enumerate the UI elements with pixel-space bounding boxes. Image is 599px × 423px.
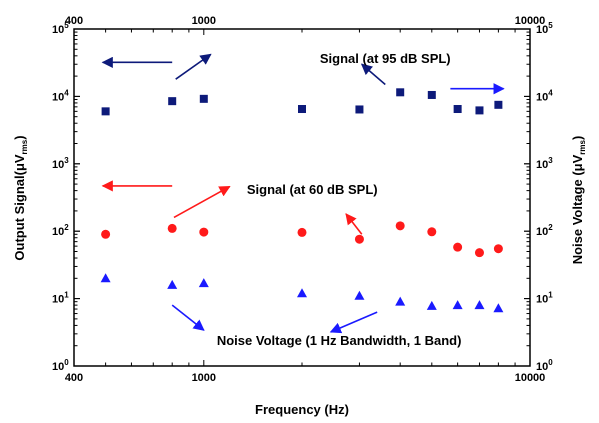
data-point-square [475, 106, 484, 115]
y-tick-label-right: 100 [536, 358, 553, 373]
x-axis-label: Frequency (Hz) [255, 402, 349, 417]
data-point-circle [297, 227, 307, 237]
data-point-square [101, 107, 110, 116]
annotation-arrow [175, 53, 212, 80]
y-axis-label-left: Output Signal(μVrms) [12, 135, 29, 260]
data-point-triangle [452, 300, 463, 310]
data-point-triangle [354, 290, 365, 300]
data-point-square [396, 88, 405, 97]
data-point-triangle [474, 300, 485, 310]
annotation-arrow [329, 311, 378, 334]
annotation-label: Noise Voltage (1 Hz Bandwidth, 1 Band) [217, 333, 462, 348]
y-tick-label-left: 100 [52, 358, 69, 373]
data-point-triangle [198, 278, 209, 288]
data-point-square [298, 105, 306, 114]
data-point-triangle [100, 273, 111, 283]
x-tick-label-bottom: 400 [65, 372, 83, 384]
data-point-triangle [297, 288, 307, 298]
data-point-circle [493, 244, 503, 254]
annotation-arrows [101, 53, 505, 334]
data-point-triangle [167, 279, 178, 289]
data-point-square [168, 97, 177, 106]
x-tick-label-top: 10000 [515, 15, 546, 27]
data-point-square [199, 94, 208, 103]
data-point-circle [453, 242, 463, 252]
data-point-circle [167, 223, 177, 233]
annotation-arrow [360, 63, 386, 86]
y-tick-label-right: 103 [536, 156, 553, 171]
annotation-arrow [173, 185, 231, 219]
data-point-circle [101, 229, 111, 239]
annotation-label: Signal (at 60 dB SPL) [247, 182, 378, 197]
x-tick-label-bottom: 1000 [192, 372, 216, 384]
data-point-triangle [395, 296, 406, 306]
data-point-square [427, 90, 436, 99]
data-point-circle [427, 227, 437, 237]
y-tick-label-right: 104 [536, 88, 553, 103]
data-point-triangle [493, 303, 504, 313]
data-point-circle [474, 248, 484, 258]
y-tick-label-left: 103 [52, 156, 69, 171]
y-tick-label-left: 105 [52, 21, 69, 36]
annotation-arrow [345, 213, 363, 235]
x-tick-label-top: 1000 [192, 15, 216, 27]
y-tick-label-left: 104 [52, 88, 69, 103]
data-point-square [355, 105, 364, 114]
data-point-square [453, 105, 462, 114]
y-axis-label-right: Noise Voltage (μVrms) [570, 136, 587, 265]
annotations: Signal (at 95 dB SPL) Signal (at 60 dB SP… [217, 51, 462, 348]
data-point-circle [395, 221, 405, 231]
y-tick-label-right: 101 [536, 291, 553, 306]
plot-frame [73, 28, 531, 367]
annotation-label: Signal (at 95 dB SPL) [320, 51, 451, 66]
data-point-circle [199, 227, 209, 237]
y-tick-label-left: 101 [52, 291, 69, 306]
x-tick-label-bottom: 10000 [515, 372, 546, 384]
data-point-square [494, 100, 503, 109]
y-tick-label-right: 102 [536, 223, 553, 238]
y-tick-label-right: 105 [536, 21, 553, 36]
data-point-triangle [426, 300, 437, 310]
data-point-circle [354, 234, 364, 244]
data-marks [100, 88, 504, 313]
y-tick-label-left: 102 [52, 223, 69, 238]
x-tick-label-top: 400 [65, 15, 83, 27]
annotation-arrow [171, 304, 205, 331]
